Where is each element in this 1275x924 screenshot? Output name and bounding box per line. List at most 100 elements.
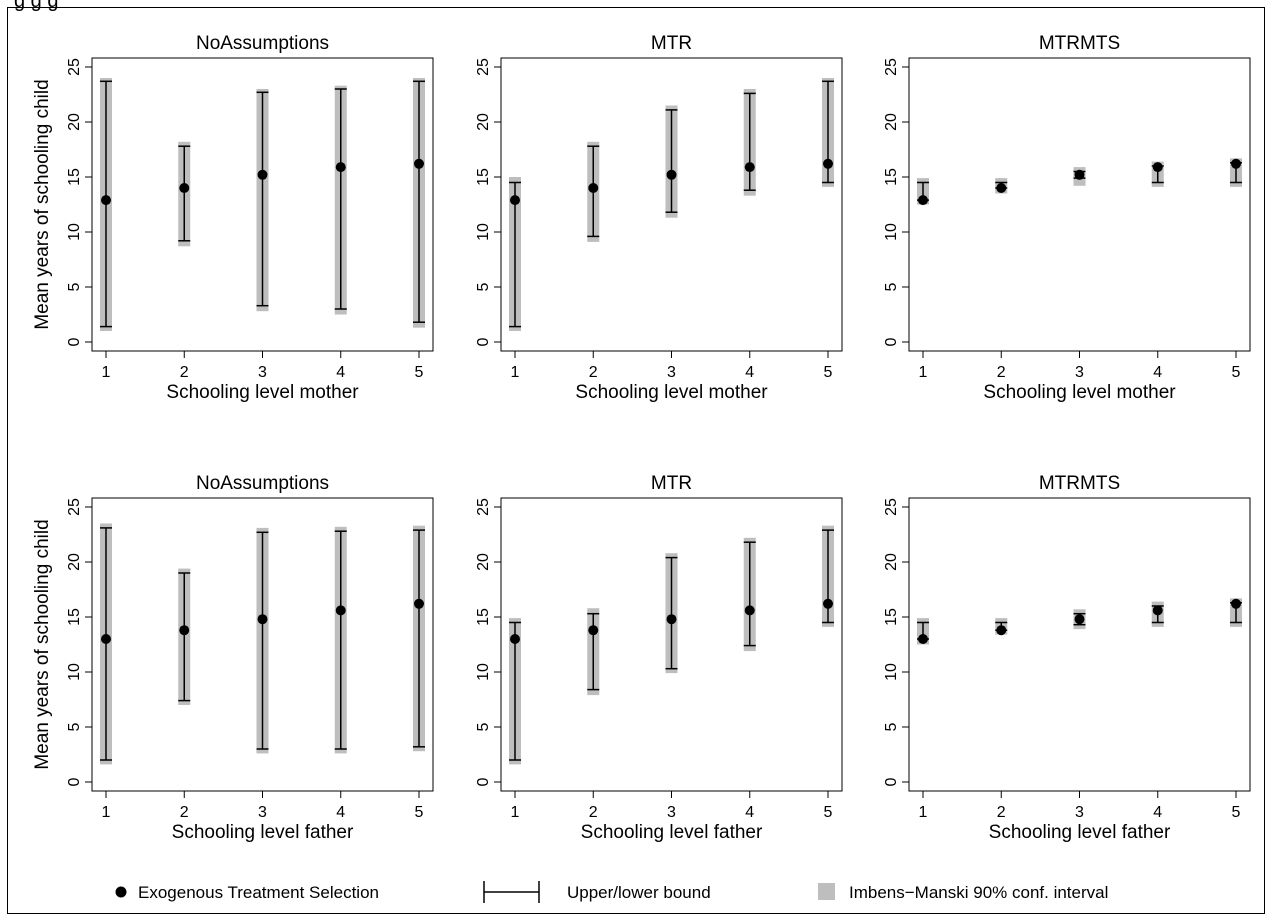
- y-tick-label: 0: [883, 337, 900, 346]
- outer-frame: [7, 7, 1265, 914]
- point-marker: [1231, 158, 1241, 169]
- y-tick-label: 5: [66, 722, 83, 731]
- y-tick-label: 20: [66, 553, 83, 571]
- point-marker: [996, 625, 1007, 636]
- y-tick-label: 25: [883, 498, 900, 516]
- x-tick-label: 3: [1075, 804, 1084, 821]
- point-marker: [666, 169, 677, 180]
- panel-title: MTR: [651, 473, 692, 494]
- x-tick-label: 5: [415, 804, 424, 821]
- y-tick-label: 15: [66, 608, 83, 626]
- x-tick-label: 4: [336, 364, 345, 381]
- legend-point-label: Exogenous Treatment Selection: [138, 883, 379, 902]
- x-tick-label: 3: [1075, 364, 1084, 381]
- y-axis-label: Mean years of schooling child: [32, 519, 53, 769]
- y-tick-label: 15: [66, 168, 83, 186]
- y-tick-label: 15: [475, 608, 492, 626]
- point-marker: [510, 195, 520, 206]
- point-marker: [918, 195, 928, 206]
- point-marker: [588, 183, 599, 193]
- x-tick-label: 4: [1153, 804, 1162, 821]
- y-tick-label: 25: [66, 58, 83, 76]
- y-tick-label: 10: [475, 223, 492, 241]
- x-tick-label: 2: [997, 364, 1006, 381]
- panel-1: NoAssumptions 0 5 10 15 20 25 1 2 3 4 5 Schooling le…: [32, 33, 434, 403]
- panel-4: NoAssumptions 0 5 10 15 20 25 1 2 3 4 5 Schooling le…: [32, 473, 434, 843]
- point-marker: [257, 614, 268, 625]
- point-marker: [414, 158, 424, 169]
- y-tick-label: 5: [475, 282, 492, 291]
- x-tick-label: 4: [745, 804, 754, 821]
- y-tick-label: 5: [66, 282, 83, 291]
- y-tick-label: 25: [883, 58, 900, 76]
- x-tick-label: 5: [824, 804, 833, 821]
- point-marker: [996, 183, 1007, 193]
- point-marker: [335, 162, 346, 173]
- x-tick-label: 3: [667, 364, 676, 381]
- y-tick-label: 0: [66, 337, 83, 346]
- point-marker: [179, 183, 190, 193]
- x-axis-label: Schooling level father: [172, 822, 354, 843]
- y-axis-label: Mean years of schooling child: [32, 79, 53, 329]
- point-marker: [823, 598, 833, 609]
- x-tick-label: 5: [1232, 804, 1241, 821]
- y-tick-label: 5: [475, 722, 492, 731]
- y-tick-label: 15: [475, 168, 492, 186]
- panel-5: MTR 0 5 10 15 20 25 1 2 3 4 5 Schooling level father: [475, 473, 843, 843]
- x-tick-label: 5: [824, 364, 833, 381]
- panel-title: NoAssumptions: [196, 33, 329, 54]
- y-tick-label: 10: [66, 663, 83, 681]
- x-tick-label: 3: [258, 804, 267, 821]
- y-tick-label: 20: [66, 113, 83, 131]
- x-axis-label: Schooling level father: [581, 822, 763, 843]
- y-tick-label: 10: [883, 223, 900, 241]
- point-marker: [510, 634, 520, 644]
- panel-title: MTR: [651, 33, 692, 54]
- x-axis-label: Schooling level father: [989, 822, 1171, 843]
- point-marker: [1152, 605, 1163, 616]
- y-tick-label: 5: [883, 282, 900, 291]
- x-tick-label: 5: [1232, 364, 1241, 381]
- y-tick-label: 0: [66, 777, 83, 786]
- x-axis-label: Schooling level mother: [983, 382, 1176, 403]
- x-tick-label: 1: [102, 804, 111, 821]
- legend-bound-label: Upper/lower bound: [567, 883, 711, 902]
- y-tick-label: 20: [883, 553, 900, 571]
- x-tick-label: 4: [336, 804, 345, 821]
- point-marker: [588, 625, 599, 636]
- x-tick-label: 2: [589, 804, 598, 821]
- x-tick-label: 1: [919, 804, 928, 821]
- y-tick-label: 10: [66, 223, 83, 241]
- y-tick-label: 0: [883, 777, 900, 786]
- x-tick-label: 1: [102, 364, 111, 381]
- legend: Exogenous Treatment Selection Upper/lowe…: [115, 881, 1108, 903]
- y-tick-label: 20: [883, 113, 900, 131]
- point-marker: [101, 195, 111, 206]
- x-tick-label: 2: [997, 804, 1006, 821]
- y-tick-label: 25: [475, 58, 492, 76]
- point-marker: [414, 598, 424, 609]
- figure-title-fragment: g g g: [14, 0, 59, 12]
- y-tick-label: 25: [475, 498, 492, 516]
- point-marker: [179, 625, 190, 636]
- point-marker: [101, 634, 111, 644]
- panel-6: MTRMTS 0 5 10 15 20 25 1 2 3 4 5 Schooling level fat…: [883, 473, 1251, 843]
- point-marker: [744, 605, 755, 616]
- panel-title: MTRMTS: [1039, 33, 1120, 54]
- y-tick-label: 15: [883, 608, 900, 626]
- legend-ci-label: Imbens−Manski 90% conf. interval: [849, 883, 1108, 902]
- panel-3: MTRMTS 0 5 10 15 20 25 1 2 3 4 5 Schooling level mot…: [883, 33, 1251, 403]
- x-tick-label: 2: [180, 804, 189, 821]
- x-tick-label: 1: [511, 804, 520, 821]
- x-tick-label: 4: [745, 364, 754, 381]
- point-marker: [335, 605, 346, 616]
- panel-title: NoAssumptions: [196, 473, 329, 494]
- y-tick-label: 0: [475, 337, 492, 346]
- y-tick-label: 0: [475, 777, 492, 786]
- x-tick-label: 3: [667, 804, 676, 821]
- point-marker: [823, 158, 833, 169]
- point-marker: [1152, 162, 1163, 173]
- y-tick-label: 20: [475, 553, 492, 571]
